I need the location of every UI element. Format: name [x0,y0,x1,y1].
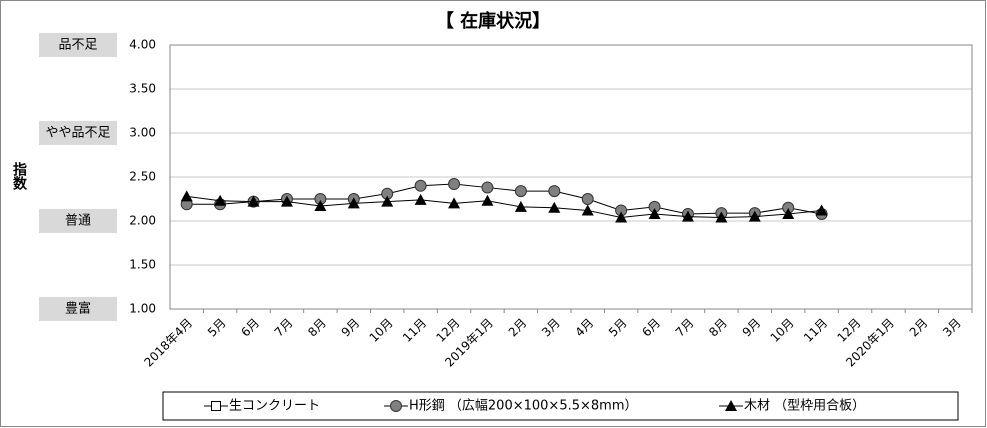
data-point [481,181,494,194]
y-tick-label: 4.00 [129,38,156,52]
level-label: 豊富 [65,301,91,317]
legend-marker [725,400,737,411]
y-tick-label: 3.00 [129,126,156,140]
data-point [548,185,561,198]
level-box [39,297,117,321]
series-line [186,195,822,218]
data-point [681,210,694,222]
level-label: 品不足 [58,38,97,53]
y-axis-label: 指数 [11,161,27,191]
data-point [648,207,661,219]
legend-marker [390,400,402,412]
data-point [782,207,795,219]
data-point [481,194,494,206]
legend-marker [211,401,221,411]
y-tick-label: 3.50 [129,82,156,96]
level-label: 普通 [65,214,91,229]
data-point [581,204,594,216]
y-tick-label: 2.50 [129,170,156,184]
data-point [448,197,461,209]
data-point [514,200,527,212]
data-point [180,190,193,202]
data-point [748,210,761,222]
y-tick-label: 1.50 [129,258,156,272]
level-box [39,33,117,57]
legend-box [162,391,959,421]
legend-label: H形鋼 （広幅200×100×5.5×8mm） [409,399,637,414]
legend-label: 生コンクリート [229,399,320,414]
data-point [715,211,728,223]
data-point [815,204,828,216]
data-point [514,185,527,198]
level-label: やや品不足 [45,126,110,141]
data-point [214,194,227,206]
data-point [414,193,427,205]
data-point [448,178,461,191]
chart-title: 【 在庫状況】 [436,10,550,32]
data-point [414,179,427,192]
level-box [39,121,117,145]
data-point [381,195,394,207]
data-point [548,201,561,213]
y-tick-label: 2.00 [129,214,156,228]
data-point [347,197,360,209]
data-point [581,193,594,205]
data-point [247,195,260,207]
data-point [615,211,628,223]
data-point [314,200,327,212]
y-tick-label: 1.00 [129,302,156,316]
data-point [280,195,293,207]
level-box [39,209,117,233]
legend-label: 木材 （型枠用合板） [744,399,865,414]
